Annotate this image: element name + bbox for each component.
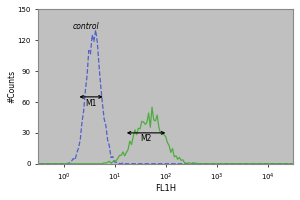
Text: M1: M1	[85, 99, 97, 108]
Text: M2: M2	[140, 134, 152, 143]
Text: control: control	[73, 22, 100, 31]
X-axis label: FL1H: FL1H	[155, 184, 176, 193]
Y-axis label: #Counts: #Counts	[7, 70, 16, 103]
